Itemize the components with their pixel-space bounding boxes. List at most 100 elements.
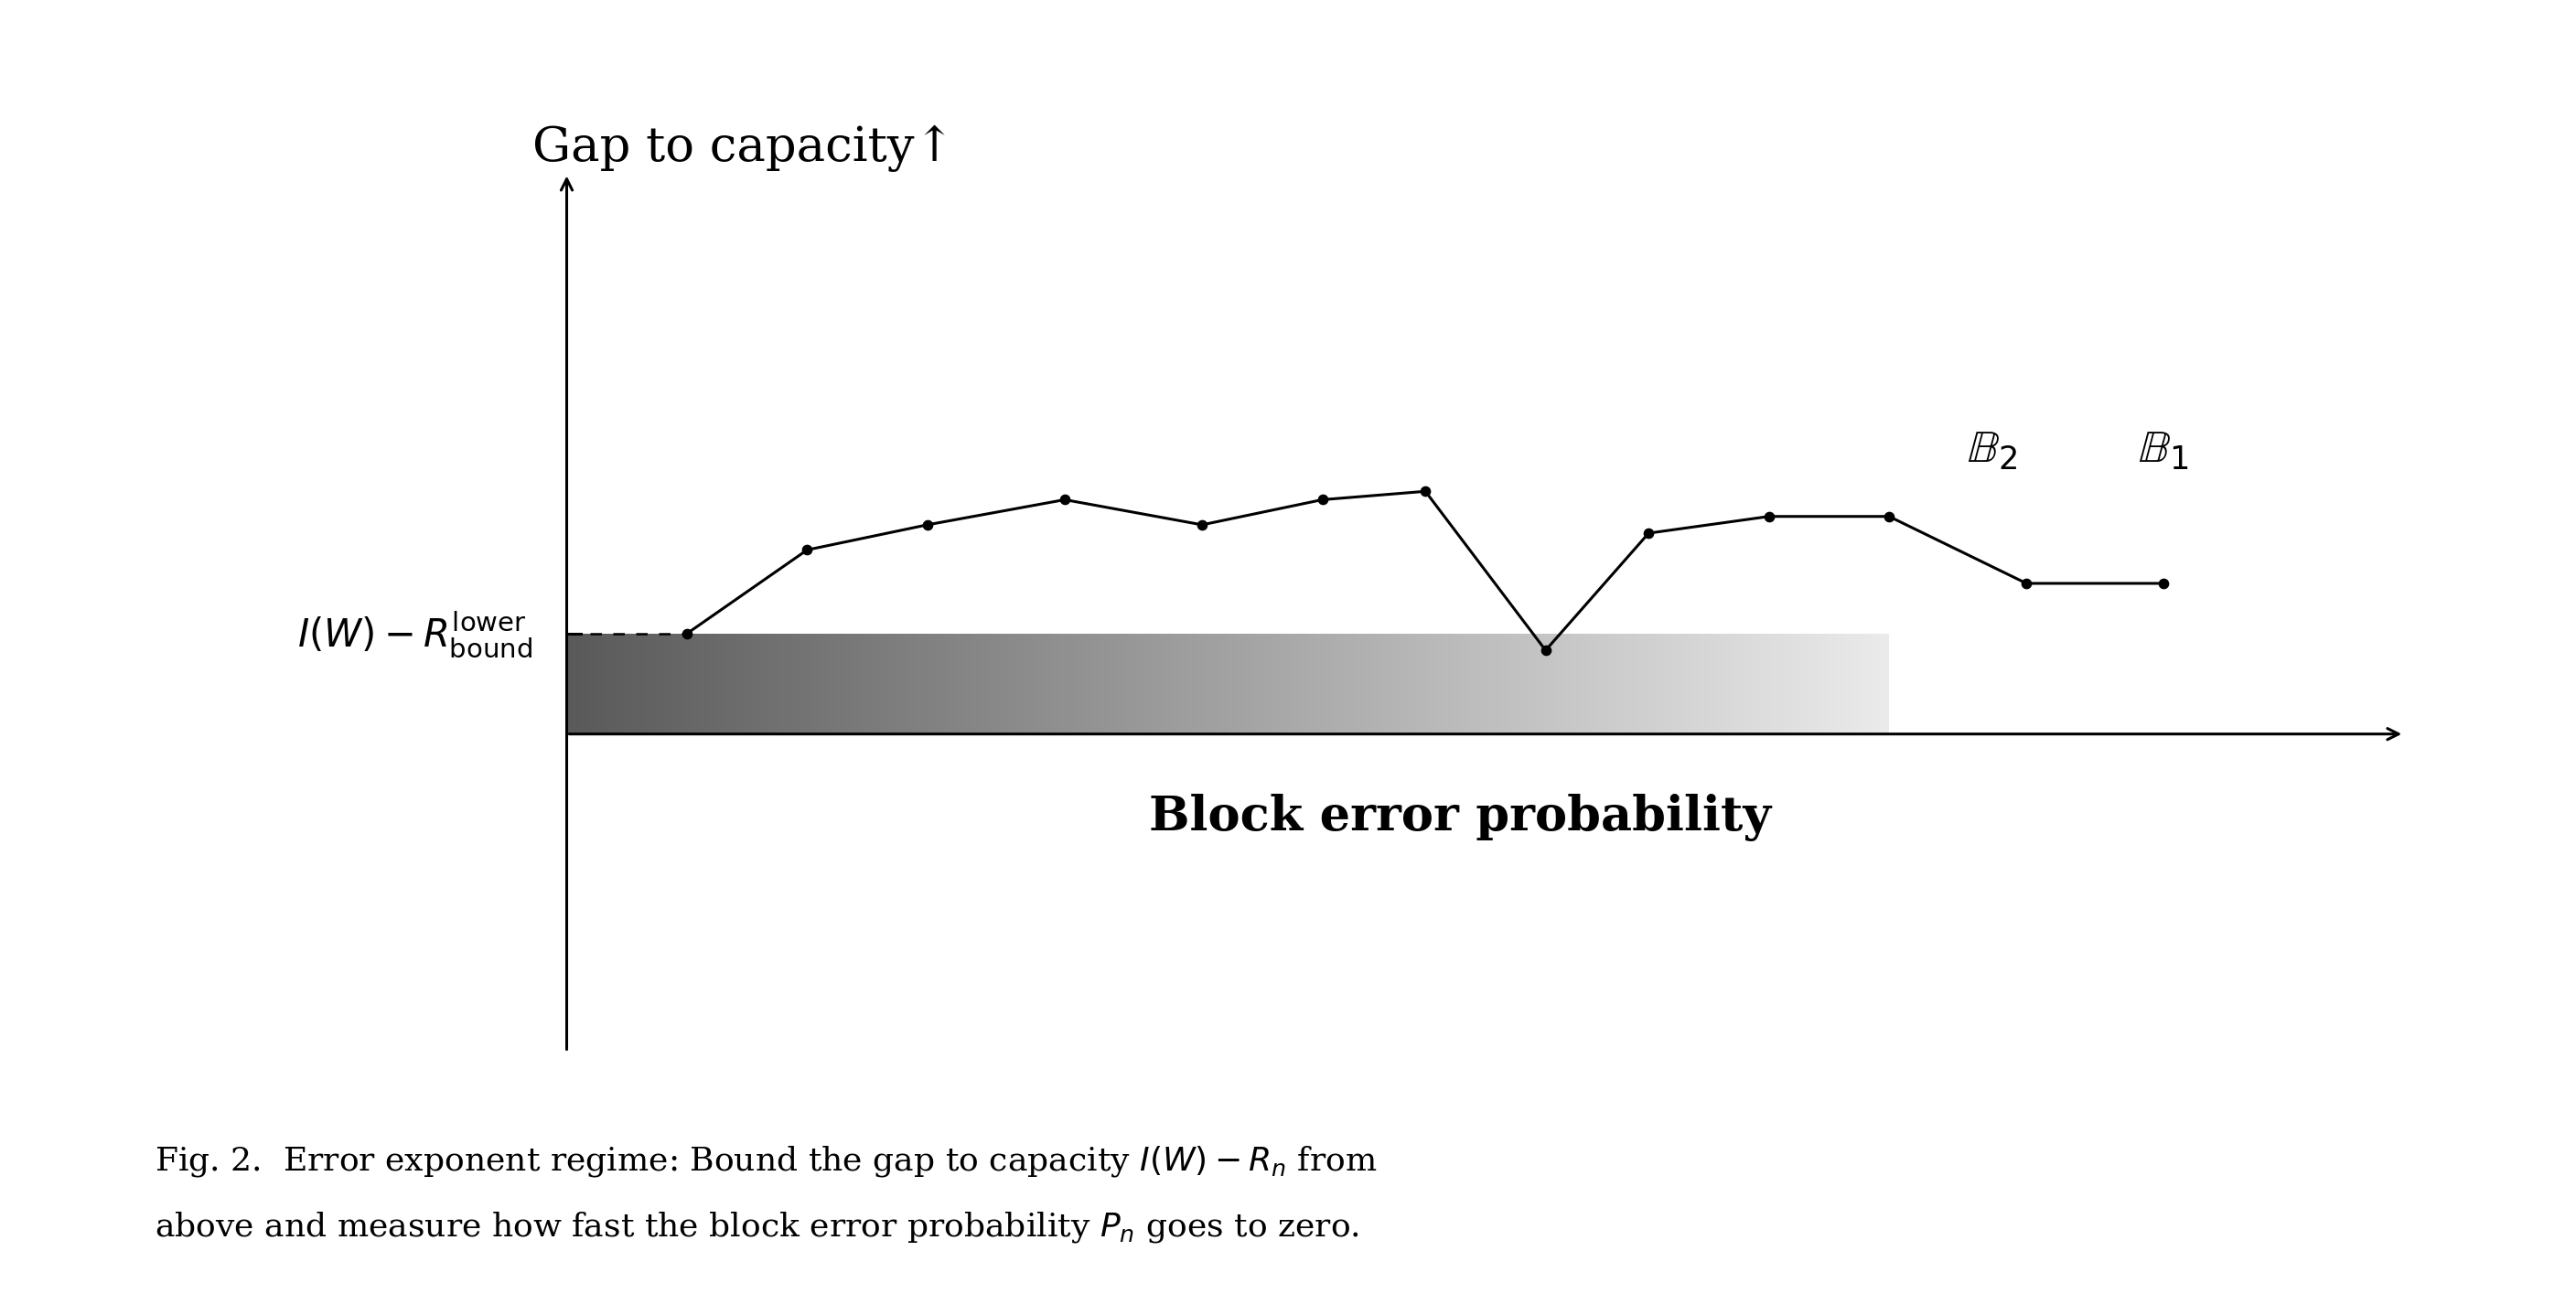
Bar	[1324, 634, 1329, 734]
Bar	[716, 634, 721, 734]
Bar	[1607, 634, 1613, 734]
Bar	[1087, 634, 1092, 734]
Bar	[1620, 634, 1625, 734]
Bar	[1154, 634, 1157, 734]
Bar	[1012, 634, 1018, 734]
Bar	[1458, 634, 1461, 734]
Bar	[1721, 634, 1726, 734]
Bar	[951, 634, 956, 734]
Bar	[1118, 634, 1123, 734]
Bar	[969, 634, 971, 734]
Bar	[1131, 634, 1136, 734]
Bar	[1484, 634, 1489, 734]
Bar	[1625, 634, 1628, 734]
Bar	[1082, 634, 1087, 734]
Bar	[1664, 634, 1669, 734]
Bar	[1360, 634, 1365, 734]
Bar	[1260, 634, 1262, 734]
Bar	[1445, 634, 1448, 734]
Bar	[1056, 634, 1061, 734]
Bar	[940, 634, 945, 734]
Bar	[989, 634, 994, 734]
Bar	[1726, 634, 1731, 734]
Point	[667, 623, 708, 644]
Bar	[752, 634, 757, 734]
Bar	[760, 634, 765, 734]
Bar	[1378, 634, 1383, 734]
Bar	[902, 634, 907, 734]
Bar	[840, 634, 845, 734]
Bar	[1285, 634, 1291, 734]
Bar	[1373, 634, 1378, 734]
Bar	[1880, 634, 1886, 734]
Bar	[1002, 634, 1007, 734]
Bar	[721, 634, 726, 734]
Bar	[809, 634, 814, 734]
Point	[1628, 522, 1669, 543]
Point	[1868, 506, 1909, 527]
Bar	[1770, 634, 1775, 734]
Bar	[1280, 634, 1285, 734]
Bar	[907, 634, 909, 734]
Bar	[1162, 634, 1167, 734]
Bar	[963, 634, 969, 734]
Bar	[1757, 634, 1762, 734]
Bar	[1492, 634, 1497, 734]
Bar	[1321, 634, 1324, 734]
Bar	[999, 634, 1002, 734]
Bar	[1365, 634, 1368, 734]
Bar	[1149, 634, 1154, 734]
Bar	[822, 634, 827, 734]
Bar	[611, 634, 616, 734]
Bar	[1298, 634, 1303, 734]
Bar	[850, 634, 853, 734]
Bar	[652, 634, 654, 734]
Bar	[1682, 634, 1687, 734]
Bar	[1167, 634, 1170, 734]
Bar	[567, 634, 572, 734]
Bar	[1528, 634, 1533, 734]
Bar	[958, 634, 963, 734]
Bar	[1844, 634, 1850, 734]
Bar	[1749, 634, 1752, 734]
Bar	[1275, 634, 1280, 734]
Bar	[1868, 634, 1870, 734]
Bar	[1007, 634, 1012, 734]
Bar	[1030, 634, 1033, 734]
Bar	[933, 634, 938, 734]
Bar	[1473, 634, 1479, 734]
Bar	[1430, 634, 1435, 734]
Bar	[1875, 634, 1880, 734]
Bar	[1564, 634, 1566, 734]
Bar	[1687, 634, 1690, 734]
Bar	[1414, 634, 1417, 734]
Bar	[878, 634, 884, 734]
Bar	[1175, 634, 1180, 734]
Point	[2143, 573, 2184, 594]
Bar	[1783, 634, 1788, 734]
Text: $\mathbb{B}_2$: $\mathbb{B}_2$	[1965, 427, 2017, 472]
Bar	[698, 634, 703, 734]
Point	[907, 514, 948, 535]
Bar	[636, 634, 641, 734]
Bar	[914, 634, 920, 734]
Bar	[1136, 634, 1139, 734]
Bar	[703, 634, 708, 734]
Bar	[585, 634, 590, 734]
Point	[1301, 489, 1342, 510]
Bar	[1020, 634, 1025, 734]
Bar	[677, 634, 680, 734]
Bar	[1262, 634, 1267, 734]
Bar	[1832, 634, 1837, 734]
Bar	[1092, 634, 1095, 734]
Bar	[765, 634, 770, 734]
Bar	[1497, 634, 1502, 734]
Bar	[1504, 634, 1510, 734]
Bar	[1677, 634, 1682, 734]
Bar	[1211, 634, 1216, 734]
Bar	[757, 634, 760, 734]
Bar	[696, 634, 698, 734]
Bar	[672, 634, 677, 734]
Bar	[1546, 634, 1551, 734]
Bar	[1126, 634, 1131, 734]
